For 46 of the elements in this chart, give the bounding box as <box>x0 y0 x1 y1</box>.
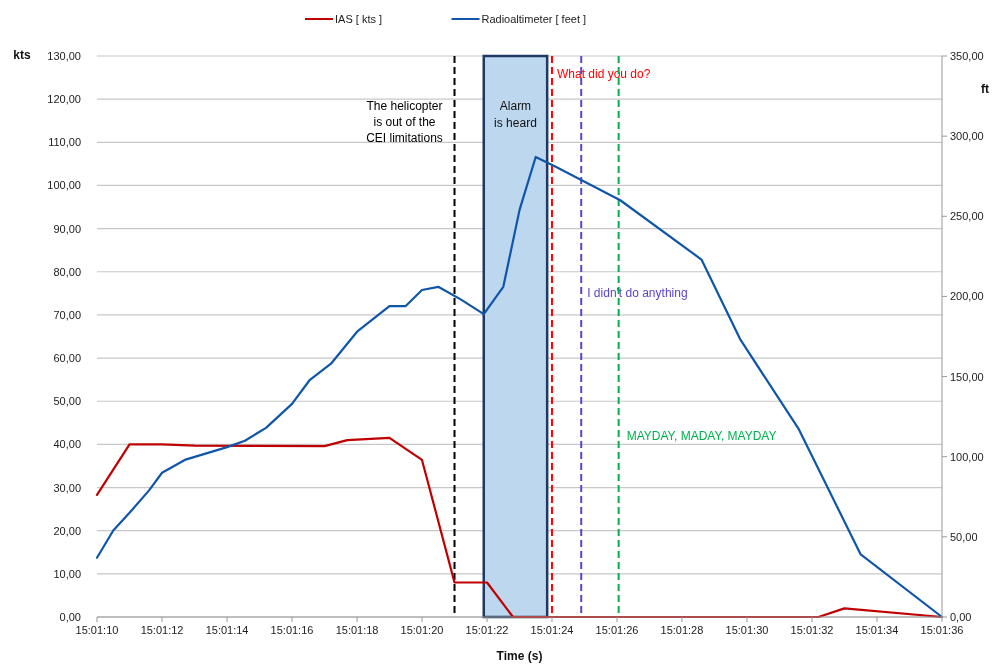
x-tick-label: 15:01:36 <box>920 624 964 636</box>
legend-label: IAS [ kts ] <box>335 13 383 25</box>
y-tick-label: 90,00 <box>53 222 81 235</box>
y-tick-label: 10,00 <box>53 567 81 580</box>
y-tick-label: 110,00 <box>48 136 81 149</box>
x-tick-label: 15:01:22 <box>465 624 509 636</box>
x-tick-label: 15:01:26 <box>595 624 639 636</box>
x-tick-label: 15:01:20 <box>400 624 444 636</box>
x-tick-label: 15:01:12 <box>140 624 184 636</box>
y-tick-label: 50,00 <box>53 395 81 408</box>
ref-line-label: What did you do? <box>556 67 651 81</box>
y2-tick-label: 350,00 <box>950 50 984 62</box>
y-tick-label: 60,00 <box>53 352 81 365</box>
y-tick-label: 130,00 <box>47 50 81 62</box>
y2-tick-label: 200,00 <box>950 290 984 303</box>
y-tick-label: 70,00 <box>53 308 81 321</box>
x-tick-label: 15:01:18 <box>335 624 379 636</box>
y2-tick-label: 50,00 <box>950 530 978 543</box>
y-tick-label: 0,00 <box>59 611 81 623</box>
legend-label: Radioaltimeter [ feet ] <box>481 13 587 25</box>
y-tick-label: 20,00 <box>53 524 81 537</box>
x-tick-label: 15:01:34 <box>855 624 899 636</box>
x-tick-label: 15:01:28 <box>660 624 704 636</box>
x-tick-label: 15:01:24 <box>530 624 574 636</box>
y2-tick-label: 150,00 <box>950 370 984 383</box>
y-tick-label: 80,00 <box>53 265 81 278</box>
y-axis-title: kts <box>13 48 31 62</box>
y-tick-label: 30,00 <box>53 481 81 494</box>
y-tick-label: 120,00 <box>47 93 81 106</box>
x-axis-title: Time (s) <box>496 649 543 663</box>
ref-line-label: I didn't do anything <box>587 286 688 300</box>
x-tick-label: 15:01:32 <box>790 624 834 636</box>
x-tick-label: 15:01:30 <box>725 624 769 636</box>
x-tick-label: 15:01:14 <box>205 624 249 636</box>
band-label: Alarm is heard <box>494 99 537 130</box>
ref-line-label: The helicopter is out of the CEI limitations <box>366 99 443 145</box>
y2-axis-title: ft <box>981 82 989 96</box>
y2-tick-label: 100,00 <box>950 450 984 463</box>
y2-tick-label: 0,00 <box>950 611 972 623</box>
ref-line-label: MAYDAY, MADAY, MAYDAY <box>626 429 777 443</box>
y-tick-label: 40,00 <box>53 438 81 451</box>
y2-tick-label: 250,00 <box>950 210 984 223</box>
x-tick-label: 15:01:16 <box>270 624 314 636</box>
x-tick-label: 15:01:10 <box>75 624 119 636</box>
y-tick-label: 100,00 <box>47 179 81 192</box>
y2-tick-label: 300,00 <box>950 130 984 143</box>
